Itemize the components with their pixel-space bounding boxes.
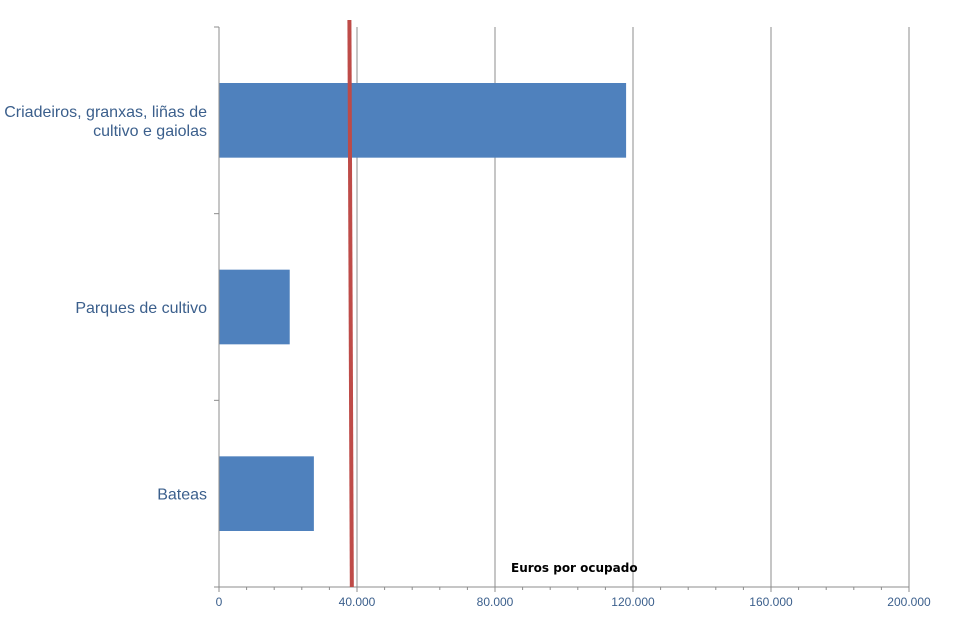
- category-label-line-0-0: Criadeiros, granxas, liñas de: [4, 104, 207, 121]
- category-label-1: Parques de cultivo: [75, 300, 207, 317]
- reference-line: [347, 19, 354, 588]
- reference-line-layer: [347, 19, 354, 588]
- x-tick-label-120000: 120.000: [611, 595, 655, 609]
- x-tick-label-80000: 80.000: [477, 595, 514, 609]
- annotation-euros-por-ocupado: Euros por ocupado: [511, 561, 638, 575]
- category-label-line-1-0: Parques de cultivo: [75, 300, 207, 317]
- category-label-0: Criadeiros, granxas, liñas de cultivo e g…: [4, 104, 207, 140]
- bar-0: [219, 83, 627, 158]
- bar-2: [219, 456, 314, 531]
- x-tick-label-0: 0: [216, 595, 223, 609]
- bar-1: [219, 269, 290, 345]
- category-label-line-2-0: Bateas: [157, 487, 207, 504]
- axes: Criadeiros, granxas, liñas de cultivo e g…: [4, 26, 931, 609]
- category-label-line-0-1: cultivo e gaiolas: [93, 123, 207, 140]
- x-tick-label-200000: 200.000: [887, 595, 931, 609]
- x-tick-label-160000: 160.000: [749, 595, 793, 609]
- x-tick-label-40000: 40.000: [339, 595, 376, 609]
- category-label-2: Bateas: [157, 487, 207, 504]
- bars: [219, 83, 627, 531]
